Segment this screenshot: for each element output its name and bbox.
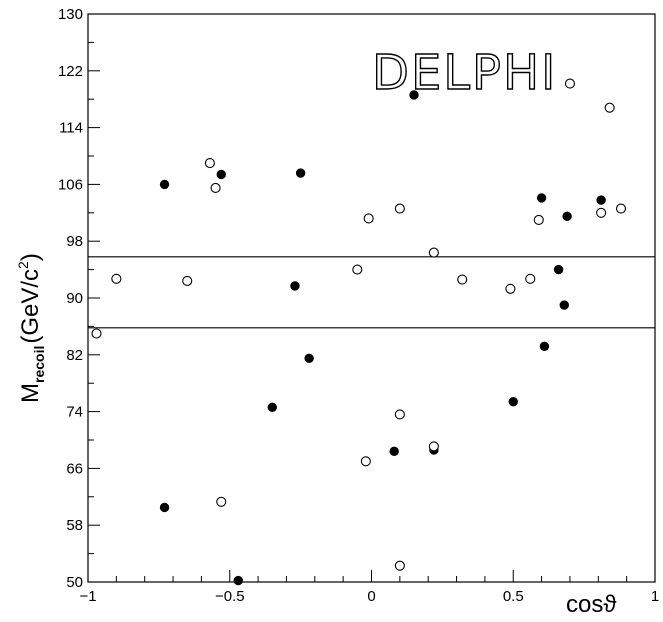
filled-data-point — [290, 281, 300, 291]
open-data-point — [564, 78, 576, 89]
filled-data-point — [159, 179, 170, 190]
filled-data-point — [553, 264, 564, 275]
open-data-point — [210, 182, 221, 193]
x-tick-label: 0.5 — [503, 588, 524, 605]
filled-data-point — [267, 402, 277, 413]
open-data-point — [204, 158, 215, 169]
reference-lines — [88, 256, 655, 329]
svg-text:Mrecoil(GeV/c2): Mrecoil (GeV/c2) — [15, 253, 47, 403]
open-data-point — [457, 274, 468, 285]
y-tick-label: 74 — [66, 404, 83, 421]
open-data-point — [428, 441, 439, 452]
filled-data-point — [409, 90, 419, 100]
open-data-point — [394, 409, 405, 420]
open-data-point — [360, 456, 371, 467]
y-tick-label: 66 — [66, 460, 83, 477]
y-axis-label-close: ) — [17, 253, 44, 261]
open-data-point — [596, 207, 607, 218]
y-axis-label-main: M — [17, 383, 44, 403]
x-tick-label: −0.5 — [215, 588, 245, 605]
y-tick-label: 50 — [66, 574, 83, 591]
y-tick-label: 90 — [66, 290, 83, 307]
open-data-point — [216, 496, 227, 507]
x-axis-label: cosϑ — [566, 591, 616, 618]
open-data-point — [182, 275, 193, 287]
y-tick-label: 58 — [66, 517, 83, 534]
x-tick-label: 1 — [651, 588, 659, 605]
filled-data-point — [596, 195, 606, 205]
y-tick-label: 98 — [66, 233, 83, 250]
y-tick-label: 114 — [59, 120, 83, 137]
filled-data-point — [295, 168, 306, 178]
open-data-point — [394, 560, 405, 571]
plot-frame — [87, 13, 656, 583]
filled-data-point — [559, 300, 569, 310]
y-tick-label: 130 — [58, 6, 83, 23]
open-data-point — [111, 273, 122, 284]
delphi-logo: DELPHI — [372, 45, 557, 101]
filled-data-point — [539, 341, 550, 351]
x-axis-ticks: −1 −0.5 0 0.5 1 — [79, 570, 659, 605]
y-tick-label: 106 — [58, 176, 83, 193]
open-data-point — [604, 102, 615, 113]
open-data-point — [525, 273, 536, 284]
x-tick-label: −1 — [79, 588, 96, 605]
open-data-point — [352, 264, 363, 275]
open-data-point — [615, 203, 627, 214]
open-data-point — [394, 203, 405, 214]
filled-data-point — [216, 169, 226, 180]
open-data-point — [91, 328, 102, 339]
y-axis-ticks: 50 58 66 74 82 90 98 106 114 122 130 — [58, 6, 100, 591]
y-tick-label: 82 — [66, 347, 83, 364]
filled-data-point — [389, 446, 399, 457]
open-data-point — [363, 213, 374, 224]
y-tick-label: 122 — [58, 63, 83, 80]
y-axis-label-sub: recoil — [31, 346, 47, 383]
open-data-point — [428, 247, 439, 258]
filled-data-point — [536, 193, 547, 203]
x-tick-label: 0 — [367, 588, 375, 605]
open-data-point — [533, 214, 544, 225]
y-axis-label-sup: 2 — [15, 261, 31, 269]
y-axis-label-unit: (GeV/c — [17, 269, 44, 344]
data-markers — [91, 78, 627, 586]
filled-data-point — [562, 211, 572, 222]
open-data-point — [505, 283, 516, 294]
y-axis-label: Mrecoil (GeV/c2) — [15, 253, 47, 403]
filled-data-point — [508, 396, 518, 407]
filled-data-point — [304, 353, 314, 364]
filled-data-point — [233, 575, 243, 586]
filled-data-point — [159, 502, 170, 513]
